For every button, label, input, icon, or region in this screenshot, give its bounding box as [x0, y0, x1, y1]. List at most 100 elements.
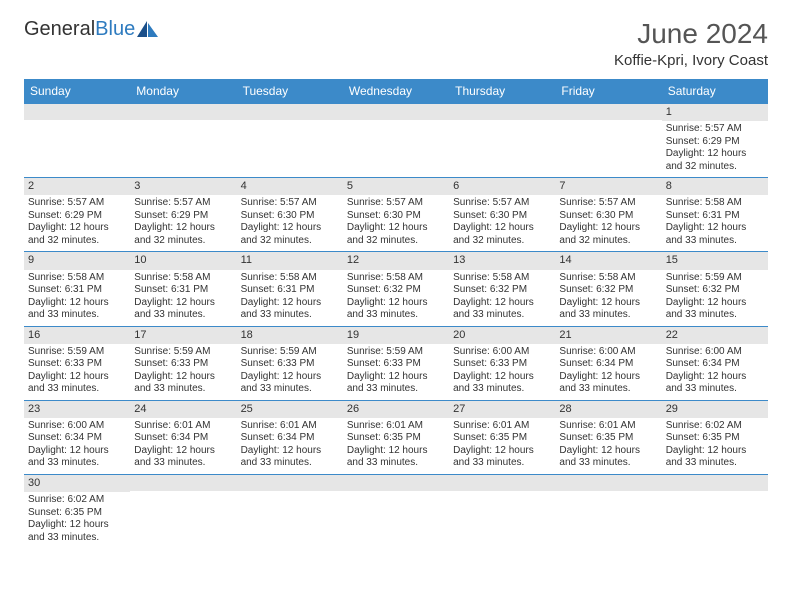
calendar-cell: 5Sunrise: 5:57 AMSunset: 6:30 PMDaylight…: [343, 178, 449, 252]
day-details: Sunrise: 5:58 AMSunset: 6:31 PMDaylight:…: [237, 270, 343, 326]
day-number: 30: [24, 475, 130, 492]
day-header: Tuesday: [237, 79, 343, 104]
calendar-week-row: 16Sunrise: 5:59 AMSunset: 6:33 PMDayligh…: [24, 326, 768, 400]
calendar-cell: 28Sunrise: 6:01 AMSunset: 6:35 PMDayligh…: [555, 400, 661, 474]
title-block: June 2024 Koffie-Kpri, Ivory Coast: [614, 18, 768, 69]
calendar-cell: 1Sunrise: 5:57 AMSunset: 6:29 PMDaylight…: [662, 104, 768, 178]
calendar-cell: 4Sunrise: 5:57 AMSunset: 6:30 PMDaylight…: [237, 178, 343, 252]
logo-text-1: General: [24, 18, 95, 41]
day-number: 15: [662, 252, 768, 269]
empty-day: [662, 475, 768, 491]
empty-day: [449, 475, 555, 491]
calendar-cell: 8Sunrise: 5:58 AMSunset: 6:31 PMDaylight…: [662, 178, 768, 252]
day-number: 18: [237, 327, 343, 344]
calendar-cell: 3Sunrise: 5:57 AMSunset: 6:29 PMDaylight…: [130, 178, 236, 252]
day-details: Sunrise: 6:02 AMSunset: 6:35 PMDaylight:…: [662, 418, 768, 474]
calendar-cell: [449, 474, 555, 548]
day-header: Saturday: [662, 79, 768, 104]
day-details: Sunrise: 5:58 AMSunset: 6:32 PMDaylight:…: [449, 270, 555, 326]
day-number: 10: [130, 252, 236, 269]
calendar-week-row: 1Sunrise: 5:57 AMSunset: 6:29 PMDaylight…: [24, 104, 768, 178]
day-header: Sunday: [24, 79, 130, 104]
calendar-cell: [130, 474, 236, 548]
calendar-cell: 11Sunrise: 5:58 AMSunset: 6:31 PMDayligh…: [237, 252, 343, 326]
header: GeneralBlue June 2024 Koffie-Kpri, Ivory…: [24, 18, 768, 69]
day-details: Sunrise: 6:01 AMSunset: 6:34 PMDaylight:…: [130, 418, 236, 474]
day-details: Sunrise: 6:00 AMSunset: 6:34 PMDaylight:…: [555, 344, 661, 400]
day-details: Sunrise: 6:00 AMSunset: 6:34 PMDaylight:…: [662, 344, 768, 400]
day-number: 16: [24, 327, 130, 344]
day-details: Sunrise: 5:58 AMSunset: 6:31 PMDaylight:…: [24, 270, 130, 326]
day-number: 2: [24, 178, 130, 195]
day-number: 5: [343, 178, 449, 195]
day-details: Sunrise: 5:57 AMSunset: 6:30 PMDaylight:…: [555, 195, 661, 251]
calendar-cell: 15Sunrise: 5:59 AMSunset: 6:32 PMDayligh…: [662, 252, 768, 326]
calendar-week-row: 2Sunrise: 5:57 AMSunset: 6:29 PMDaylight…: [24, 178, 768, 252]
calendar-cell: 24Sunrise: 6:01 AMSunset: 6:34 PMDayligh…: [130, 400, 236, 474]
day-details: Sunrise: 5:58 AMSunset: 6:31 PMDaylight:…: [662, 195, 768, 251]
calendar-cell: [343, 104, 449, 178]
day-number: 17: [130, 327, 236, 344]
day-number: 21: [555, 327, 661, 344]
day-header: Friday: [555, 79, 661, 104]
calendar-cell: [662, 474, 768, 548]
day-details: Sunrise: 5:58 AMSunset: 6:32 PMDaylight:…: [343, 270, 449, 326]
logo-sail-icon: [137, 21, 159, 39]
day-number: 29: [662, 401, 768, 418]
empty-day: [237, 104, 343, 120]
day-number: 4: [237, 178, 343, 195]
calendar-cell: 7Sunrise: 5:57 AMSunset: 6:30 PMDaylight…: [555, 178, 661, 252]
day-number: 20: [449, 327, 555, 344]
day-details: Sunrise: 5:58 AMSunset: 6:32 PMDaylight:…: [555, 270, 661, 326]
calendar-cell: 20Sunrise: 6:00 AMSunset: 6:33 PMDayligh…: [449, 326, 555, 400]
calendar-cell: 21Sunrise: 6:00 AMSunset: 6:34 PMDayligh…: [555, 326, 661, 400]
day-number: 3: [130, 178, 236, 195]
day-details: Sunrise: 5:57 AMSunset: 6:29 PMDaylight:…: [130, 195, 236, 251]
calendar-cell: [555, 104, 661, 178]
day-details: Sunrise: 5:59 AMSunset: 6:33 PMDaylight:…: [130, 344, 236, 400]
day-details: Sunrise: 6:00 AMSunset: 6:33 PMDaylight:…: [449, 344, 555, 400]
calendar-cell: 18Sunrise: 5:59 AMSunset: 6:33 PMDayligh…: [237, 326, 343, 400]
day-number: 28: [555, 401, 661, 418]
location: Koffie-Kpri, Ivory Coast: [614, 52, 768, 69]
day-details: Sunrise: 6:01 AMSunset: 6:35 PMDaylight:…: [555, 418, 661, 474]
day-header: Monday: [130, 79, 236, 104]
day-details: Sunrise: 6:01 AMSunset: 6:35 PMDaylight:…: [449, 418, 555, 474]
day-details: Sunrise: 5:57 AMSunset: 6:30 PMDaylight:…: [449, 195, 555, 251]
calendar-cell: [449, 104, 555, 178]
day-number: 26: [343, 401, 449, 418]
empty-day: [237, 475, 343, 491]
day-details: Sunrise: 5:59 AMSunset: 6:33 PMDaylight:…: [24, 344, 130, 400]
calendar-cell: 23Sunrise: 6:00 AMSunset: 6:34 PMDayligh…: [24, 400, 130, 474]
calendar-week-row: 30Sunrise: 6:02 AMSunset: 6:35 PMDayligh…: [24, 474, 768, 548]
empty-day: [130, 475, 236, 491]
calendar-cell: 17Sunrise: 5:59 AMSunset: 6:33 PMDayligh…: [130, 326, 236, 400]
calendar-cell: 6Sunrise: 5:57 AMSunset: 6:30 PMDaylight…: [449, 178, 555, 252]
calendar-week-row: 23Sunrise: 6:00 AMSunset: 6:34 PMDayligh…: [24, 400, 768, 474]
calendar-cell: 26Sunrise: 6:01 AMSunset: 6:35 PMDayligh…: [343, 400, 449, 474]
day-number: 13: [449, 252, 555, 269]
empty-day: [449, 104, 555, 120]
day-number: 12: [343, 252, 449, 269]
calendar-cell: 30Sunrise: 6:02 AMSunset: 6:35 PMDayligh…: [24, 474, 130, 548]
calendar-body: 1Sunrise: 5:57 AMSunset: 6:29 PMDaylight…: [24, 104, 768, 549]
day-number: 22: [662, 327, 768, 344]
day-details: Sunrise: 5:59 AMSunset: 6:32 PMDaylight:…: [662, 270, 768, 326]
day-details: Sunrise: 5:58 AMSunset: 6:31 PMDaylight:…: [130, 270, 236, 326]
empty-day: [555, 104, 661, 120]
day-details: Sunrise: 5:59 AMSunset: 6:33 PMDaylight:…: [237, 344, 343, 400]
day-number: 19: [343, 327, 449, 344]
calendar-cell: 16Sunrise: 5:59 AMSunset: 6:33 PMDayligh…: [24, 326, 130, 400]
day-details: Sunrise: 5:57 AMSunset: 6:29 PMDaylight:…: [662, 121, 768, 177]
logo-text-2: Blue: [95, 18, 135, 41]
calendar-cell: 14Sunrise: 5:58 AMSunset: 6:32 PMDayligh…: [555, 252, 661, 326]
day-details: Sunrise: 6:01 AMSunset: 6:34 PMDaylight:…: [237, 418, 343, 474]
calendar-cell: [237, 104, 343, 178]
day-details: Sunrise: 6:00 AMSunset: 6:34 PMDaylight:…: [24, 418, 130, 474]
day-details: Sunrise: 5:57 AMSunset: 6:29 PMDaylight:…: [24, 195, 130, 251]
day-number: 8: [662, 178, 768, 195]
day-details: Sunrise: 6:02 AMSunset: 6:35 PMDaylight:…: [24, 492, 130, 548]
calendar-cell: [130, 104, 236, 178]
empty-day: [130, 104, 236, 120]
day-number: 24: [130, 401, 236, 418]
